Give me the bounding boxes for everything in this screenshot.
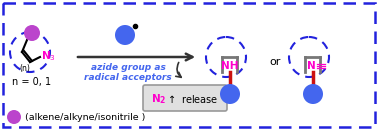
- Circle shape: [289, 37, 329, 77]
- Text: azide group as: azide group as: [91, 63, 166, 73]
- Circle shape: [303, 84, 323, 104]
- Circle shape: [7, 110, 21, 124]
- Circle shape: [24, 25, 40, 41]
- Text: NH: NH: [221, 61, 239, 71]
- Text: N: N: [152, 94, 161, 104]
- Circle shape: [206, 37, 246, 77]
- Circle shape: [10, 32, 50, 72]
- Text: n = 0, 1: n = 0, 1: [12, 77, 51, 87]
- FancyBboxPatch shape: [143, 85, 227, 111]
- Text: (n): (n): [20, 63, 31, 73]
- FancyBboxPatch shape: [3, 3, 375, 127]
- Text: (alkene/alkyne/isonitrile ): (alkene/alkyne/isonitrile ): [25, 112, 146, 122]
- Text: 2: 2: [159, 96, 164, 105]
- Circle shape: [115, 25, 135, 45]
- Text: $\uparrow$ release: $\uparrow$ release: [163, 93, 218, 105]
- Text: N$_3$: N$_3$: [41, 49, 56, 63]
- Text: N: N: [307, 61, 315, 71]
- Circle shape: [220, 84, 240, 104]
- Text: radical acceptors: radical acceptors: [84, 73, 172, 82]
- Text: or: or: [269, 57, 281, 67]
